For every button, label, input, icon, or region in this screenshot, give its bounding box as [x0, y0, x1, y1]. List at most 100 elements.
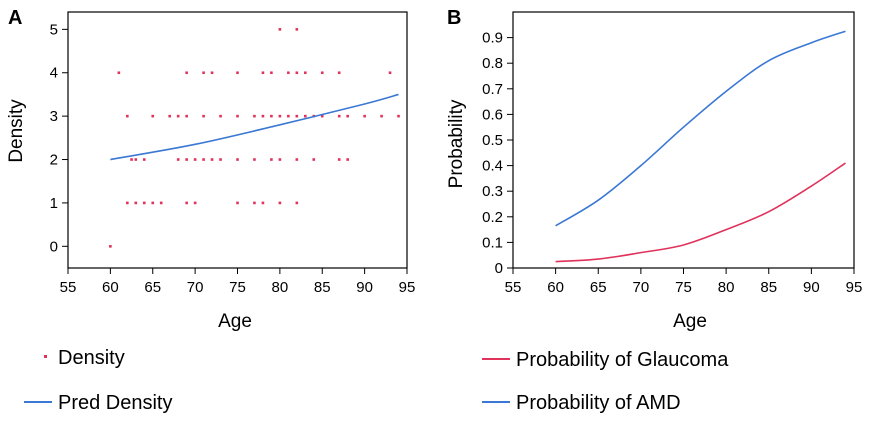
panel-a-plot-frame — [67, 11, 408, 269]
panel-a-series-density-point — [287, 71, 290, 75]
panel-a-series-density-point — [295, 114, 299, 118]
panel-a-series-density-point — [219, 158, 222, 161]
panel-a-series-density-point — [202, 114, 205, 118]
panel-b-y-tick-label: 0.9 — [482, 30, 503, 47]
panel-a-series-density-point — [253, 114, 256, 118]
panel-a-series-density-point — [346, 158, 349, 161]
panel-a-series-density-point — [193, 158, 197, 161]
panel-a-x-tick-label: 55 — [60, 279, 77, 296]
panel-a-x-tick-label: 85 — [314, 279, 331, 296]
panel-a-series-density-point — [270, 158, 273, 161]
panel-b-y-tick-label: 0.6 — [482, 106, 503, 123]
panel-a-series-density-point — [219, 114, 222, 118]
panel-a-series-density-point — [295, 158, 299, 161]
panel-a-series-density-point — [320, 71, 324, 75]
panel-a-y-tick-label: 5 — [50, 21, 58, 38]
panel-a-label: A — [8, 7, 22, 29]
panel-b-x-axis-title: Age — [673, 311, 707, 332]
panel-a-series-density-point — [363, 114, 366, 118]
panel-a-series-density-point — [202, 71, 205, 75]
panel-a-series-density-point — [134, 158, 138, 161]
panel-a-x-tick-label: 70 — [187, 279, 204, 296]
panel-a-series-density-point — [261, 114, 265, 118]
panel-b-series-probability-of-glaucoma-line — [555, 162, 846, 263]
panel-a-y-tick-label: 3 — [50, 108, 58, 125]
panel-b-plot-frame — [512, 11, 855, 269]
panel-a-y-tick-label: 4 — [50, 65, 58, 82]
panel-a-series-density-point — [117, 71, 121, 75]
panel-a-series-density-point — [236, 71, 239, 75]
panel-a-legend: Density Pred Density — [24, 347, 173, 414]
legend-glaucoma-label: Probability of Glaucoma — [516, 349, 729, 371]
panel-b-x-tick-label: 55 — [505, 279, 522, 296]
panel-a-series-density-point — [185, 71, 188, 75]
panel-b-label: B — [447, 7, 461, 29]
panel-a-x-tick-label: 60 — [102, 279, 119, 296]
panel-b-legend: Probability of Glaucoma Probability of A… — [482, 349, 729, 414]
panel-b-x-tick-label: 95 — [846, 279, 863, 296]
panel-a-series-density-point — [261, 71, 265, 75]
panel-b-y-tick-label: 0.4 — [482, 158, 503, 175]
panel-a-series-density-point — [388, 71, 392, 75]
panel-a-series-density-point — [304, 71, 307, 75]
panel-a-y-tick-label: 2 — [50, 152, 58, 169]
panel-b-y-tick-label: 0.8 — [482, 55, 503, 72]
panel-a-series-density-point — [185, 114, 188, 118]
panel-a-series-density-point — [295, 71, 299, 75]
panel-a-series-density-point — [278, 158, 282, 161]
panel-a-series-density-point — [126, 201, 129, 205]
legend-density-label: Density — [58, 347, 125, 369]
panel-a-series-density-point — [202, 158, 205, 161]
panel-a-series-density-point — [270, 71, 273, 75]
panel-a-series-density-point — [168, 114, 171, 118]
panel-a-series-density-point — [337, 158, 341, 161]
panel-a-series-density-point — [210, 158, 214, 161]
panel-a-series-density-point — [320, 114, 324, 118]
panel-a-series-density-point — [134, 201, 138, 205]
panel-b-y-tick-label: 0.5 — [482, 132, 503, 149]
panel-b-x-tick-label: 75 — [675, 279, 692, 296]
panel-a-series-density-point — [337, 114, 341, 118]
panel-b-x-tick-label: 90 — [803, 279, 820, 296]
panel-a-x-axis-title: Age — [218, 311, 252, 332]
panel-a-series-pred-density-line — [110, 93, 399, 161]
panel-a-series-density-point — [304, 114, 307, 118]
panel-b-x-tick-label: 70 — [633, 279, 650, 296]
panel-a-series-density-point — [261, 201, 265, 205]
panel-a-series-density-point — [159, 201, 163, 205]
panel-a-series-density-point — [142, 158, 146, 161]
panel-b-y-tick-label: 0.2 — [482, 209, 503, 226]
panel-b-plot: 55 60 65 70 75 80 85 90 95 0 0.1 0.2 0.3 0.4 0.5 0.6 0.7… — [482, 11, 863, 296]
panel-a-series-density-point — [176, 158, 180, 161]
panel-a-series-density-point — [346, 114, 349, 118]
panel-a-series-density-point — [210, 71, 214, 75]
panel-b-y-tick-label: 0.7 — [482, 81, 503, 98]
panel-a-series-density-point — [109, 245, 112, 248]
panel-b-y-tick-label: 0 — [495, 260, 503, 277]
panel-a-series-density-point — [193, 201, 197, 205]
panel-a-series-density-point — [236, 158, 239, 161]
panel-a-series-density-point — [295, 28, 299, 31]
panel-a-x-tick-label: 75 — [229, 279, 246, 296]
panel-a-series-density-point — [380, 114, 383, 118]
panel-a-x-tick-label: 95 — [399, 279, 416, 296]
panel-a-series-density-point — [397, 114, 400, 118]
panel-b-x-tick-label: 85 — [760, 279, 777, 296]
panel-a-x-tick-label: 80 — [272, 279, 289, 296]
panel-a-series-density-point — [176, 114, 180, 118]
legend-pred-density-label: Pred Density — [58, 392, 173, 414]
panel-a-series-density-point — [142, 201, 146, 205]
panel-a-y-tick-label: 0 — [50, 238, 58, 255]
panel-a-series-density-point — [151, 114, 155, 118]
panel-a-series-density-point — [287, 114, 290, 118]
panel-b-x-tick-label: 65 — [590, 279, 607, 296]
panel-a-series-density-point — [278, 201, 282, 205]
panel-a-series-density-point — [236, 114, 239, 118]
panel-a-series-density-point — [236, 201, 239, 205]
panel-a-plot: 55 60 65 70 75 80 85 90 95 0 1 2 3 4 5 — [50, 11, 416, 296]
panel-b-y-axis-title: Probability — [446, 99, 467, 188]
panel-a-series-density-point — [185, 201, 188, 205]
legend-density-marker — [44, 355, 47, 358]
panel-b-series-probability-of-amd-line — [555, 30, 846, 227]
